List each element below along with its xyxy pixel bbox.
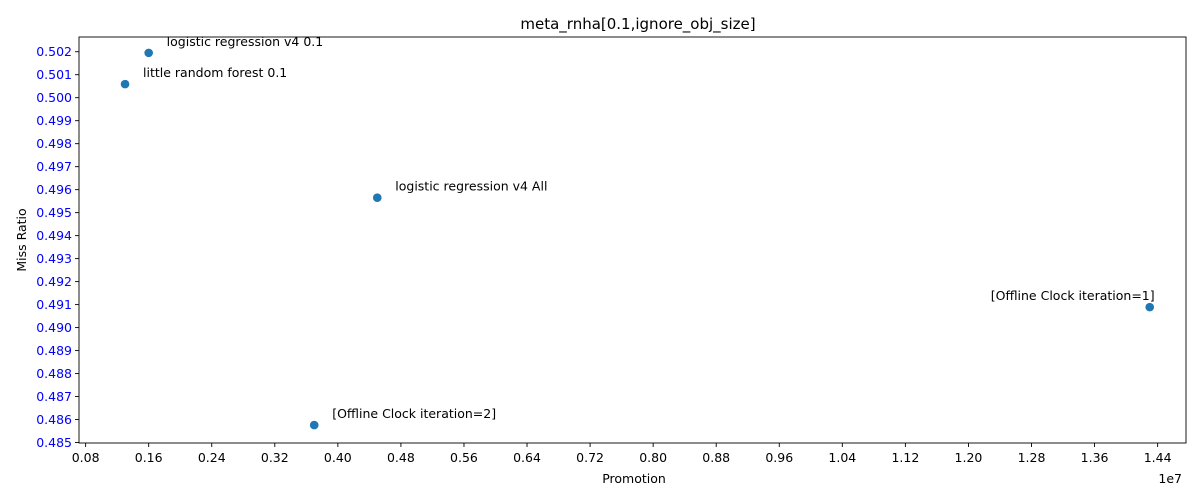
y-tick-label: 0.492 bbox=[36, 274, 72, 289]
x-tick-label: 0.56 bbox=[450, 450, 478, 465]
x-tick-label: 1.28 bbox=[1018, 450, 1046, 465]
y-tick-label: 0.493 bbox=[36, 251, 72, 266]
data-point bbox=[120, 79, 130, 89]
chart-title: meta_rnha[0.1,ignore_obj_size] bbox=[520, 15, 755, 34]
x-axis-label: Promotion bbox=[602, 471, 666, 486]
x-tick-label: 0.96 bbox=[765, 450, 793, 465]
x-tick-label: 0.08 bbox=[72, 450, 100, 465]
data-point bbox=[1145, 302, 1155, 312]
x-tick-label: 0.24 bbox=[198, 450, 226, 465]
x-tick-label: 0.16 bbox=[135, 450, 163, 465]
y-tick-label: 0.500 bbox=[36, 90, 72, 105]
x-tick-label: 1.04 bbox=[828, 450, 856, 465]
point-annotation: logistic regression v4 0.1 bbox=[167, 34, 324, 49]
data-point bbox=[372, 193, 382, 202]
x-tick-label: 0.48 bbox=[387, 450, 415, 465]
x-axis-offset-text: 1e7 bbox=[1158, 471, 1182, 486]
y-tick-label: 0.501 bbox=[36, 67, 72, 82]
x-tick-label: 0.32 bbox=[261, 450, 289, 465]
y-tick-label: 0.491 bbox=[36, 297, 72, 312]
x-tick-label: 1.12 bbox=[891, 450, 919, 465]
y-tick-label: 0.497 bbox=[36, 159, 72, 174]
y-tick-label: 0.499 bbox=[36, 113, 72, 128]
data-point bbox=[309, 420, 319, 430]
x-tick-label: 1.44 bbox=[1144, 450, 1172, 465]
data-point bbox=[144, 48, 153, 58]
y-tick-label: 0.490 bbox=[36, 320, 72, 335]
x-tick-label: 0.88 bbox=[702, 450, 730, 465]
plot-frame bbox=[78, 36, 1187, 444]
y-tick-label: 0.494 bbox=[36, 228, 72, 243]
x-tick-label: 0.72 bbox=[576, 450, 604, 465]
point-annotation: [Offline Clock iteration=1] bbox=[991, 288, 1155, 303]
y-tick-label: 0.498 bbox=[36, 136, 72, 151]
x-tick-label: 0.64 bbox=[513, 450, 541, 465]
y-tick-label: 0.485 bbox=[36, 435, 72, 450]
y-axis-label: Miss Ratio bbox=[14, 208, 29, 271]
x-tick-label: 0.40 bbox=[324, 450, 352, 465]
y-tick-label: 0.487 bbox=[36, 389, 72, 404]
y-tick-label: 0.488 bbox=[36, 366, 72, 381]
x-tick-label: 1.36 bbox=[1081, 450, 1109, 465]
plot-area: 0.08 0.16 0.24 0.32 0.40 0.48 0.56 0.64 0.72 0.80… bbox=[36, 34, 1187, 465]
x-tick-label: 1.20 bbox=[955, 450, 983, 465]
y-tick-label: 0.502 bbox=[36, 44, 72, 59]
point-annotation: little random forest 0.1 bbox=[143, 65, 287, 80]
point-annotation: [Offline Clock iteration=2] bbox=[332, 406, 496, 421]
y-tick-label: 0.495 bbox=[36, 205, 72, 220]
y-tick-label: 0.496 bbox=[36, 182, 72, 197]
y-tick-label: 0.489 bbox=[36, 343, 72, 358]
y-tick-label: 0.486 bbox=[36, 412, 72, 427]
x-tick-label: 0.80 bbox=[639, 450, 667, 465]
point-annotation: logistic regression v4 All bbox=[395, 179, 547, 194]
